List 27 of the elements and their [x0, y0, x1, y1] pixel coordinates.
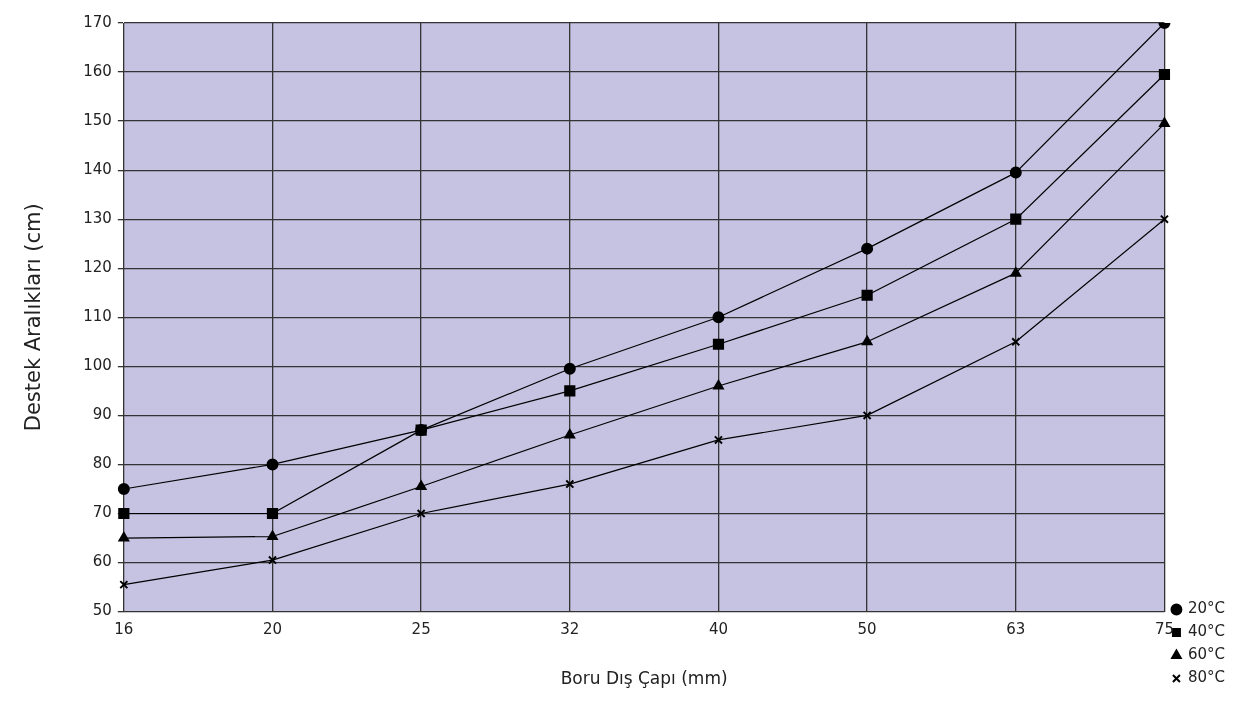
y-tick-label: 60: [92, 552, 112, 571]
y-tick-label: 130: [83, 209, 112, 228]
y-tick-label: 110: [83, 307, 112, 326]
y-tick-label: 100: [83, 356, 112, 375]
y-tick-label: 160: [83, 61, 112, 80]
x-tick-label: 20: [262, 620, 283, 639]
y-tick-label: 80: [92, 454, 112, 473]
y-tick-label: 90: [92, 405, 112, 424]
x-tick-label: 63: [1006, 620, 1026, 639]
x-tick-label: 16: [114, 620, 134, 639]
x-tick-label: 25: [411, 620, 431, 639]
y-tick-label: 140: [83, 160, 112, 179]
x-tick-label: 40: [708, 620, 729, 639]
y-tick-label: 120: [83, 258, 112, 277]
legend-label: 80°C: [1187, 668, 1225, 687]
x-tick-label: 50: [857, 620, 877, 639]
x-tick-label: 75: [1154, 620, 1174, 639]
legend-label: 20°C: [1187, 599, 1225, 618]
legend-label: 60°C: [1187, 645, 1225, 664]
y-tick-label: 150: [83, 110, 112, 129]
legend-label: 40°C: [1187, 622, 1225, 641]
x-axis-title: Boru Dış Çapı (mm): [560, 668, 728, 689]
x-tick-label: 32: [560, 620, 580, 639]
y-tick-label: 170: [83, 12, 112, 31]
y-axis-title: Destek Aralıkları (cm): [21, 203, 46, 432]
y-tick-label: 50: [92, 601, 112, 620]
y-tick-label: 70: [92, 503, 112, 522]
